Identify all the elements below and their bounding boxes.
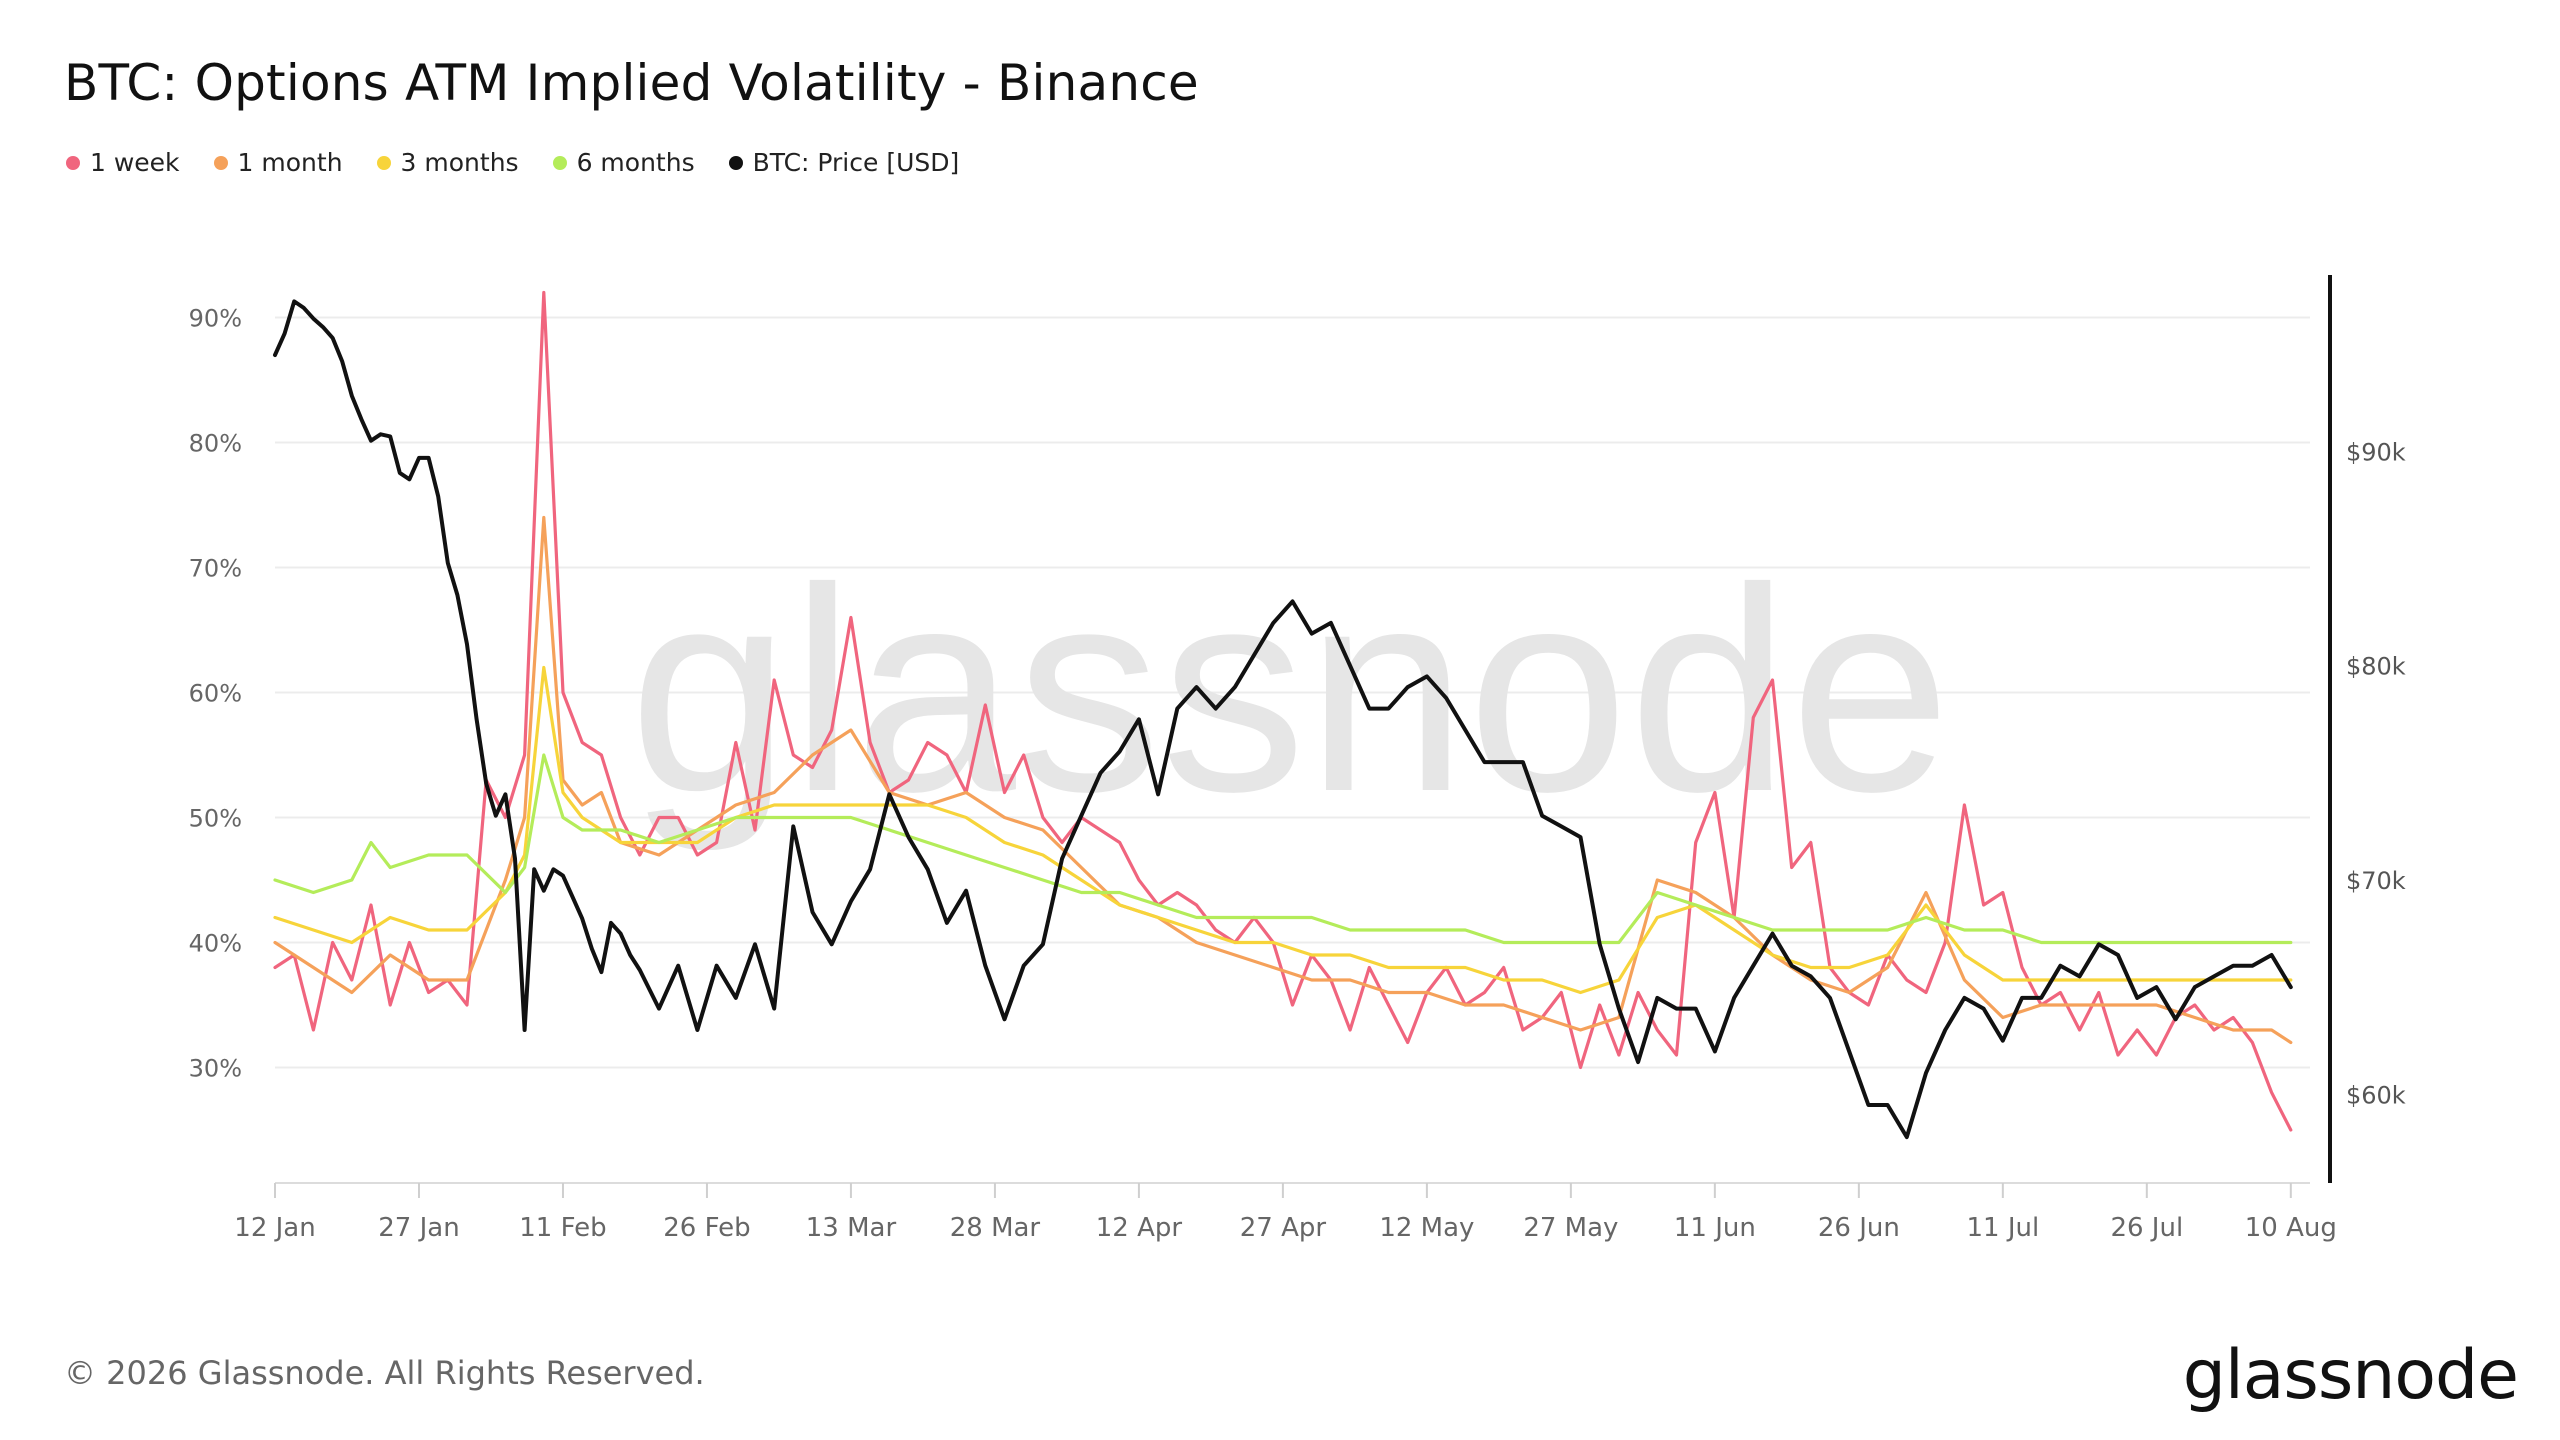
y-left-tick-label: 40% xyxy=(189,930,242,958)
y-right-tick-label: $60k xyxy=(2346,1081,2406,1109)
y-right-tick-label: $70k xyxy=(2346,867,2406,895)
series-line-btc-price-usd xyxy=(273,299,2293,1140)
legend-swatch xyxy=(376,155,391,170)
legend-swatch xyxy=(213,155,228,170)
legend-item-1-week[interactable]: 1 week xyxy=(66,148,180,177)
series-line-1-week xyxy=(273,290,2293,1132)
legend-label: BTC: Price [USD] xyxy=(752,148,960,177)
legend-label: 1 month xyxy=(237,148,343,177)
x-tick-label: 11 Jul xyxy=(1966,1213,2039,1243)
legend: 1 week 1 month 3 months 6 months BTC: Pr… xyxy=(66,148,959,177)
x-tick-label: 13 Mar xyxy=(806,1213,897,1243)
legend-item-btc-price[interactable]: BTC: Price [USD] xyxy=(728,148,960,177)
legend-swatch xyxy=(728,155,743,170)
legend-label: 3 months xyxy=(400,148,519,177)
y-right-tick-label: $80k xyxy=(2346,653,2406,681)
legend-item-1-month[interactable]: 1 month xyxy=(213,148,343,177)
x-tick-label: 26 Jul xyxy=(2110,1213,2183,1243)
x-tick-label: 27 May xyxy=(1523,1213,1618,1243)
x-tick-label: 12 Jan xyxy=(234,1213,315,1243)
series-line-6-months xyxy=(273,753,2293,945)
x-tick-label: 10 Aug xyxy=(2245,1213,2337,1243)
chart-title: BTC: Options ATM Implied Volatility - Bi… xyxy=(64,54,1199,112)
y-left-tick-label: 50% xyxy=(189,805,242,833)
x-tick-label: 11 Jun xyxy=(1674,1213,1756,1243)
y-right-tick-label: $90k xyxy=(2346,438,2406,466)
y-left-tick-label: 90% xyxy=(189,305,242,333)
series-line-3-months xyxy=(273,665,2293,995)
x-tick-label: 12 Apr xyxy=(1096,1213,1183,1243)
axes: 30% 40% 50% 60% 70% 80% 90% $60k $70k $80k $90k 12 … xyxy=(189,275,2406,1243)
x-tick-label: 11 Feb xyxy=(519,1213,606,1243)
x-tick-label: 26 Feb xyxy=(663,1213,750,1243)
legend-item-3-months[interactable]: 3 months xyxy=(376,148,519,177)
x-tick-label: 26 Jun xyxy=(1818,1213,1900,1243)
brand-logo[interactable]: glassnode xyxy=(2182,1336,2519,1415)
legend-label: 6 months xyxy=(576,148,695,177)
legend-swatch xyxy=(66,155,80,170)
y-left-tick-label: 60% xyxy=(189,680,242,708)
x-tick-label: 27 Jan xyxy=(378,1213,459,1243)
series-line-1-month xyxy=(273,515,2293,1045)
grid xyxy=(275,316,2310,1069)
y-left-tick-label: 70% xyxy=(189,555,242,583)
x-tick-label: 28 Mar xyxy=(950,1213,1041,1243)
legend-item-6-months[interactable]: 6 months xyxy=(552,148,695,177)
x-tick-label: 12 May xyxy=(1379,1213,1474,1243)
series-lines xyxy=(273,290,2293,1140)
legend-label: 1 week xyxy=(90,148,180,177)
x-tick-label: 27 Apr xyxy=(1240,1213,1327,1243)
copyright-footer: © 2026 Glassnode. All Rights Reserved. xyxy=(64,1354,705,1392)
legend-swatch xyxy=(552,155,567,170)
y-left-tick-label: 80% xyxy=(189,430,242,458)
watermark-text: glassnode xyxy=(629,528,1951,853)
y-left-tick-label: 30% xyxy=(189,1055,242,1083)
